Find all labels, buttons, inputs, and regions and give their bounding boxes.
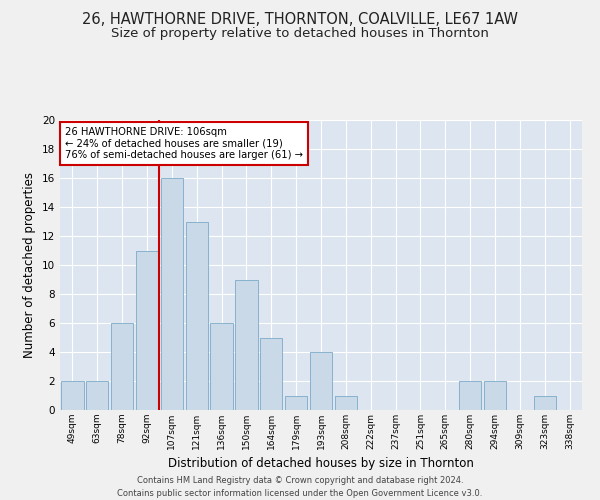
Bar <box>61 381 83 410</box>
Bar <box>310 352 332 410</box>
Bar <box>335 396 357 410</box>
Bar <box>235 280 257 410</box>
Bar <box>211 323 233 410</box>
X-axis label: Distribution of detached houses by size in Thornton: Distribution of detached houses by size … <box>168 458 474 470</box>
Text: 26 HAWTHORNE DRIVE: 106sqm
← 24% of detached houses are smaller (19)
76% of semi: 26 HAWTHORNE DRIVE: 106sqm ← 24% of deta… <box>65 127 303 160</box>
Bar <box>111 323 133 410</box>
Bar <box>86 381 109 410</box>
Bar <box>136 250 158 410</box>
Text: 26, HAWTHORNE DRIVE, THORNTON, COALVILLE, LE67 1AW: 26, HAWTHORNE DRIVE, THORNTON, COALVILLE… <box>82 12 518 28</box>
Y-axis label: Number of detached properties: Number of detached properties <box>23 172 37 358</box>
Bar <box>185 222 208 410</box>
Bar <box>260 338 283 410</box>
Bar <box>285 396 307 410</box>
Text: Size of property relative to detached houses in Thornton: Size of property relative to detached ho… <box>111 28 489 40</box>
Bar <box>484 381 506 410</box>
Bar <box>459 381 481 410</box>
Bar <box>161 178 183 410</box>
Bar <box>533 396 556 410</box>
Text: Contains HM Land Registry data © Crown copyright and database right 2024.
Contai: Contains HM Land Registry data © Crown c… <box>118 476 482 498</box>
